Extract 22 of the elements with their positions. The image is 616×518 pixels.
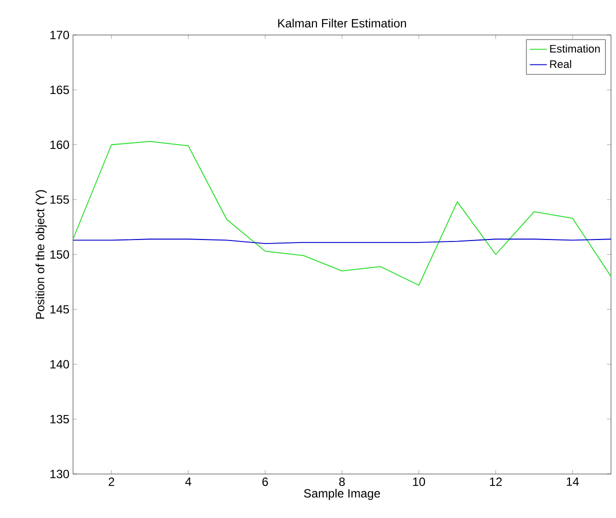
y-tick-label: 165: [50, 86, 69, 94]
y-tick-label: 155: [50, 195, 69, 204]
y-tick-label: 130: [50, 470, 70, 478]
x-tick-label: 8: [339, 478, 345, 486]
x-tick-label: 12: [490, 478, 502, 486]
y-axis-title: Position of the object (Y): [36, 190, 47, 319]
legend-label: Estimation: [550, 44, 600, 53]
x-tick-label: 2: [108, 478, 114, 486]
x-axis-title: Sample Image: [304, 488, 380, 500]
y-tick-label: 170: [50, 30, 70, 40]
x-tick-label: 6: [262, 478, 268, 486]
y-tick-label: 140: [50, 360, 70, 368]
y-tick-label: 135: [50, 414, 69, 424]
line-series: [73, 141, 612, 286]
x-tick-label: 10: [413, 478, 426, 486]
chart-title: Kalman Filter Estimation: [278, 18, 406, 28]
y-tick-label: 145: [50, 305, 69, 314]
y-tick-label: 150: [50, 250, 70, 259]
x-tick-label: 4: [185, 478, 192, 486]
y-tick-label: 160: [50, 140, 70, 149]
x-tick-label: 14: [566, 478, 579, 486]
legend-label: Real: [550, 60, 572, 68]
